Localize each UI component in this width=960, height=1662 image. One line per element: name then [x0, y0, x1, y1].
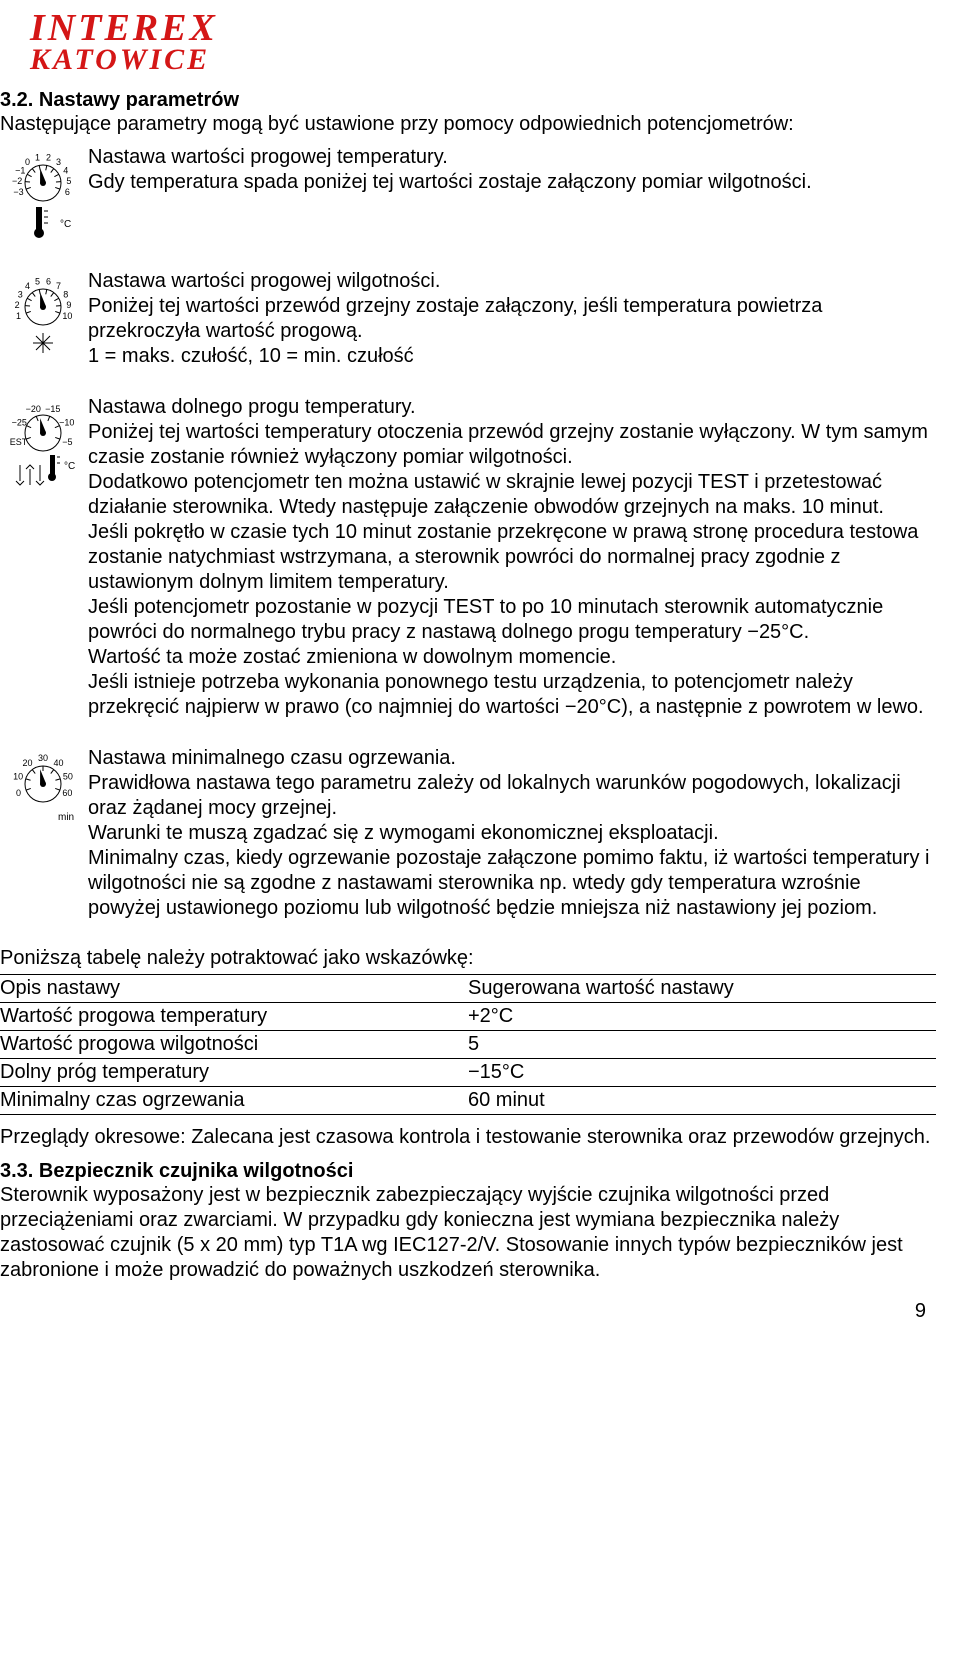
table-caption: Poniższą tabelę należy potraktować jako … [0, 947, 936, 970]
dial-icon: 0 10 20 30 40 50 60 min [0, 748, 86, 834]
dial-lower-temp: EST −25 −20 −15 −10 −5 °C [0, 395, 88, 493]
section-3-2-title: 3.2. Nastawy parametrów [0, 89, 936, 112]
svg-text:30: 30 [38, 753, 48, 763]
svg-text:5: 5 [35, 276, 40, 286]
svg-text:−15: −15 [45, 403, 60, 413]
svg-text:1: 1 [35, 152, 40, 162]
svg-text:60: 60 [62, 787, 72, 797]
th-value: Sugerowana wartość nastawy [468, 974, 936, 1002]
svg-text:1: 1 [16, 310, 21, 320]
svg-text:6: 6 [46, 276, 51, 286]
svg-text:0: 0 [16, 787, 21, 797]
svg-text:°C: °C [60, 219, 71, 230]
dial-icon: −3−2−10123456 °C [0, 147, 86, 243]
param-text-lower-temp: Nastawa dolnego progu temperatury.Poniże… [88, 395, 936, 720]
svg-text:9: 9 [66, 300, 71, 310]
table-row: Wartość progowa temperatury+2°C [0, 1002, 936, 1030]
svg-text:−25: −25 [12, 417, 27, 427]
section-3-3-text: Sterownik wyposażony jest w bezpiecznik … [0, 1183, 936, 1283]
param-text-temp-threshold: Nastawa wartości progowej temperatury.Gd… [88, 145, 936, 195]
svg-text:10: 10 [13, 771, 23, 781]
svg-text:0: 0 [25, 157, 30, 167]
svg-text:°C: °C [64, 461, 75, 472]
logo-line1: INTEREX [30, 10, 936, 46]
dial-humidity-threshold: 12345678910 [0, 269, 88, 363]
svg-text:−3: −3 [13, 186, 23, 196]
svg-text:EST: EST [10, 436, 28, 446]
svg-text:50: 50 [63, 771, 73, 781]
param-text-min-heat-time: Nastawa minimalnego czasu ogrzewania.Pra… [88, 746, 936, 921]
svg-text:3: 3 [56, 157, 61, 167]
param-row-min-heat-time: 0 10 20 30 40 50 60 min Nastawa minimalnego cz… [0, 746, 936, 921]
dial-icon: 12345678910 [0, 271, 86, 363]
table-row: Wartość progowa wilgotności5 [0, 1030, 936, 1058]
param-text-humidity-threshold: Nastawa wartości progowej wilgotności.Po… [88, 269, 936, 369]
svg-text:4: 4 [25, 281, 30, 291]
svg-text:−2: −2 [12, 176, 22, 186]
svg-text:6: 6 [65, 186, 70, 196]
section-3-2-intro: Następujące parametry mogą być ustawione… [0, 112, 936, 137]
logo-line2: KATOWICE [30, 46, 936, 75]
th-name: Opis nastawy [0, 974, 468, 1002]
section-3-3-title: 3.3. Bezpiecznik czujnika wilgotności [0, 1160, 936, 1183]
svg-text:40: 40 [54, 758, 64, 768]
svg-text:4: 4 [63, 165, 68, 175]
svg-text:2: 2 [46, 152, 51, 162]
svg-text:−1: −1 [15, 165, 25, 175]
svg-text:−5: −5 [62, 436, 72, 446]
svg-text:10: 10 [62, 310, 72, 320]
svg-text:min: min [58, 812, 74, 823]
svg-text:−10: −10 [59, 417, 74, 427]
svg-text:−20: −20 [26, 403, 41, 413]
table-row: Minimalny czas ogrzewania60 minut [0, 1086, 936, 1114]
param-row-humidity-threshold: 12345678910 Nastawa wartości progowej wi… [0, 269, 936, 369]
periodic-review-note: Przeglądy okresowe: Zalecana jest czasow… [0, 1125, 936, 1150]
settings-table: Opis nastawy Sugerowana wartość nastawy … [0, 974, 936, 1115]
dial-icon: EST −25 −20 −15 −10 −5 °C [0, 397, 86, 493]
svg-text:2: 2 [15, 300, 20, 310]
svg-text:7: 7 [56, 281, 61, 291]
svg-text:3: 3 [18, 289, 23, 299]
param-row-lower-temp: EST −25 −20 −15 −10 −5 °C Nastawa dolnego pro… [0, 395, 936, 720]
dial-temp-threshold: −3−2−10123456 °C [0, 145, 88, 243]
table-row: Dolny próg temperatury−15°C [0, 1058, 936, 1086]
svg-text:8: 8 [63, 289, 68, 299]
document-page: INTEREX KATOWICE 3.2. Nastawy parametrów… [0, 0, 960, 1331]
svg-text:20: 20 [22, 758, 32, 768]
svg-text:5: 5 [66, 176, 71, 186]
page-number: 9 [915, 1300, 926, 1323]
dial-min-heat-time: 0 10 20 30 40 50 60 min [0, 746, 88, 834]
param-row-temp-threshold: −3−2−10123456 °C Nastawa wartości progow… [0, 145, 936, 243]
company-logo: INTEREX KATOWICE [0, 0, 936, 79]
table-header-row: Opis nastawy Sugerowana wartość nastawy [0, 974, 936, 1002]
